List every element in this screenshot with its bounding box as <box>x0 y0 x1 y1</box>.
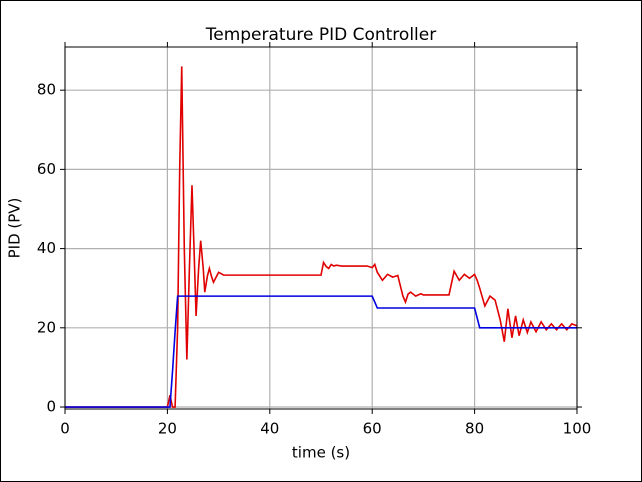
plot-area-border <box>64 46 578 410</box>
series-line <box>65 295 577 408</box>
y-tick-label: 60 <box>37 160 56 178</box>
x-axis-label: time (s) <box>292 444 350 462</box>
x-tick-label: 40 <box>260 420 279 438</box>
x-tick-label: 80 <box>465 420 484 438</box>
series-line <box>65 66 578 408</box>
x-tick-label: 20 <box>158 420 177 438</box>
chart-title: Temperature PID Controller <box>205 25 436 45</box>
y-tick-label: 0 <box>46 398 56 416</box>
y-tick-label: 40 <box>37 239 56 257</box>
x-tick-label: 100 <box>563 420 592 438</box>
y-tick-label: 80 <box>37 81 56 99</box>
y-axis-label: PID (PV) <box>6 198 24 259</box>
y-tick-label: 20 <box>37 318 56 336</box>
x-tick-label: 60 <box>363 420 382 438</box>
x-tick-label: 0 <box>60 420 70 438</box>
